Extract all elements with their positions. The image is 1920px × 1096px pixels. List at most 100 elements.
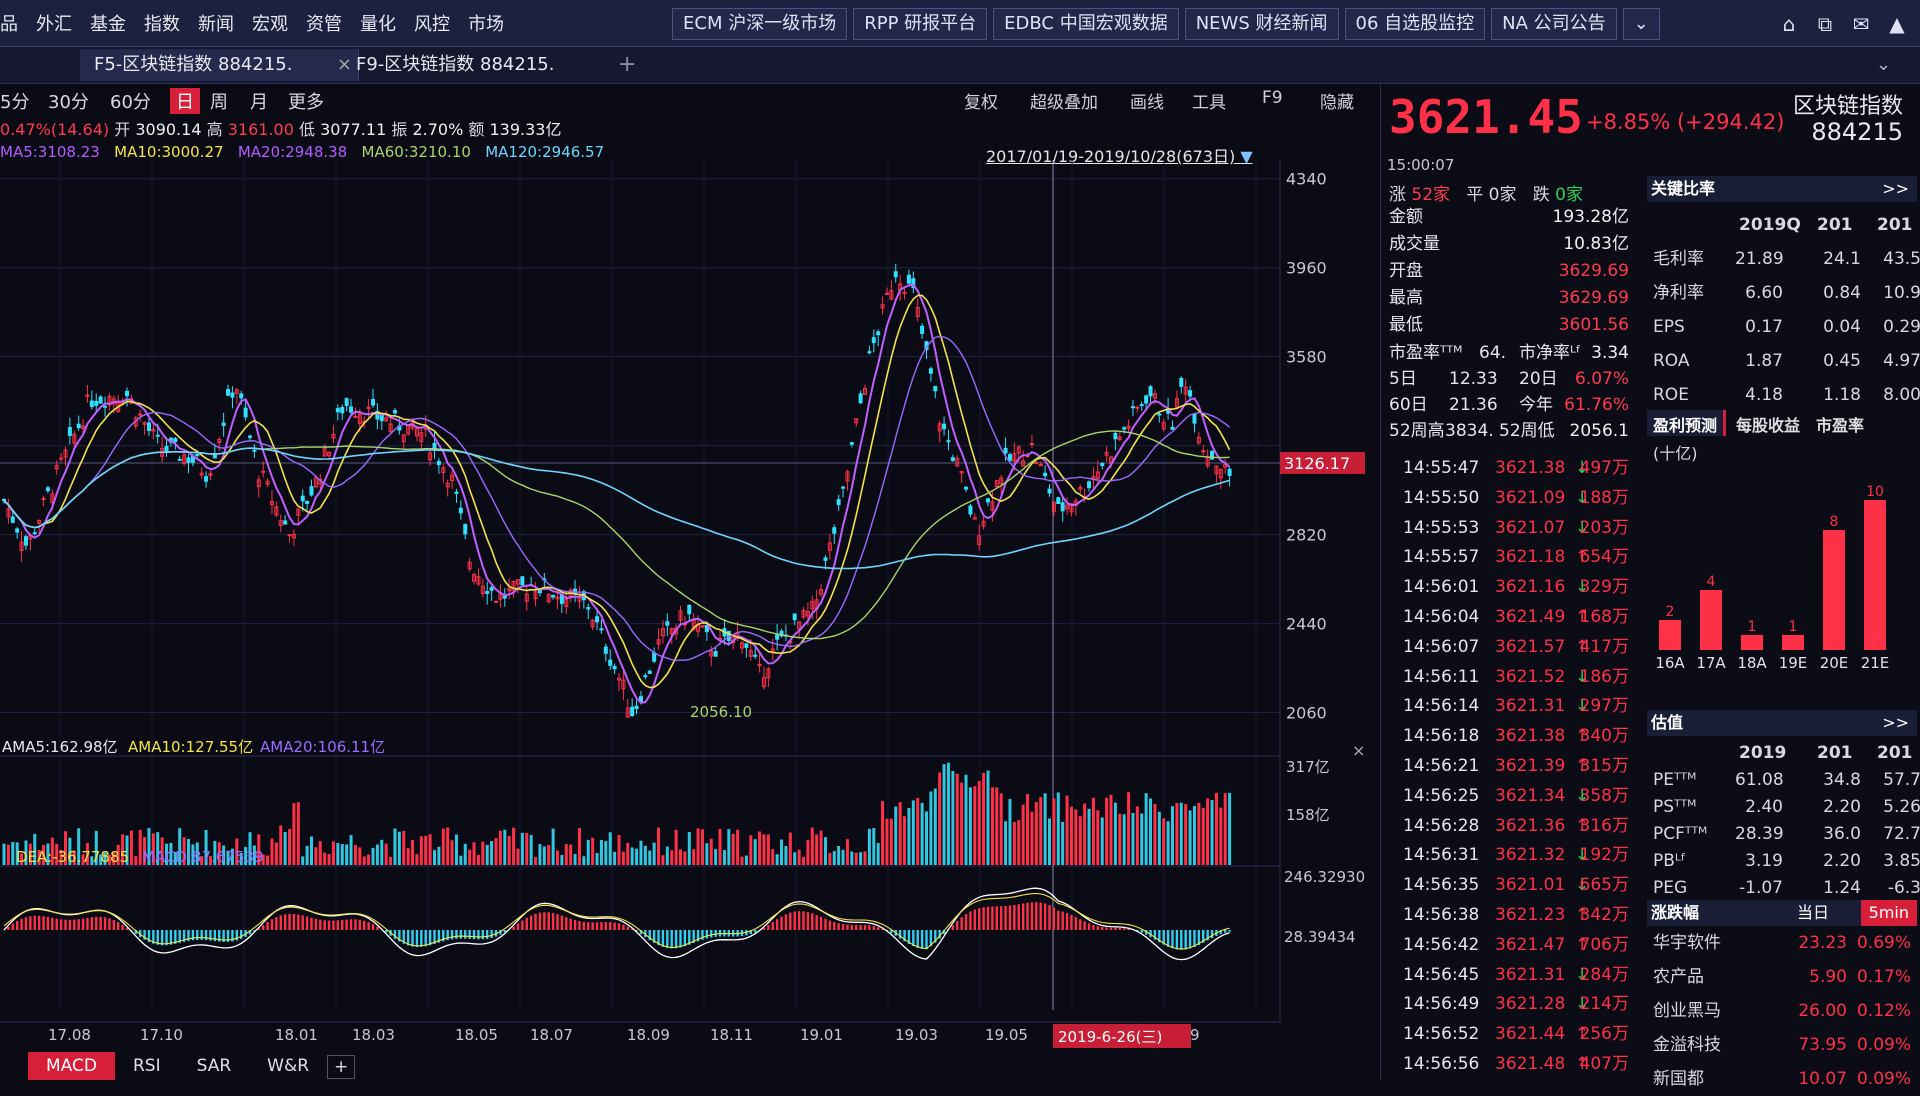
macd-bar [811,913,813,930]
macd-bar [1066,913,1068,930]
tab-5min[interactable]: 5min [1861,900,1917,926]
quick-tab-edbc[interactable]: EDBC 中国宏观数据 [993,8,1179,40]
period-day[interactable]: 日 [170,88,200,114]
hide-button[interactable]: 隐藏 [1320,88,1354,113]
doc-tab-f9[interactable]: F9-区块链指数 884215. [342,49,620,81]
macd-bar [121,925,123,930]
candle-body [921,326,924,333]
chevron-down-icon[interactable]: ⌄ [1862,49,1905,81]
overlay-button[interactable]: 超级叠加 [1030,88,1098,113]
window-icon[interactable]: ⧉ [1812,12,1838,36]
macd-bar [1031,902,1033,930]
stock-name[interactable]: 金溢科技 [1653,1028,1721,1062]
period-60min[interactable]: 60分 [110,88,151,114]
tick-volume: 186万 [1580,663,1629,692]
volume-bar [477,855,480,865]
volume-bar [468,850,471,865]
bell-icon[interactable]: ▲ [1884,12,1910,36]
quick-tab-ecm[interactable]: ECM 沪深一级市场 [672,8,847,40]
tab-today[interactable]: 当日 [1797,900,1829,926]
menu-item-news[interactable]: 新闻 [198,10,234,36]
tab-rsi[interactable]: RSI [115,1052,179,1080]
macd-bar [605,922,607,930]
menu-item-index[interactable]: 指数 [144,10,180,36]
menu-item-quant[interactable]: 量化 [360,10,396,36]
period-30min[interactable]: 30分 [48,88,89,114]
macd-bar [310,918,312,930]
quick-tab-rpp[interactable]: RPP 研报平台 [853,8,987,40]
quick-tab-news[interactable]: NEWS 财经新闻 [1185,8,1339,40]
macd-bar [420,930,422,947]
add-tab-icon[interactable]: + [604,49,650,81]
stock-name[interactable]: 华宇软件 [1653,926,1721,960]
quote-panel: 3621.45 +8.85% (+294.42) 区块链指数 884215 15… [1380,84,1920,1080]
macd-axis-label: 246.32930 [1284,868,1365,886]
quick-tab-watchlist[interactable]: 06 自选股监控 [1345,8,1486,40]
stock-name[interactable]: 农产品 [1653,960,1704,994]
menu-item-forex[interactable]: 外汇 [36,10,72,36]
volume-bar [521,833,524,865]
stock-name[interactable]: 创业黑马 [1653,994,1721,1028]
forecast-value-label: 1 [1748,619,1757,635]
tab-profit-forecast[interactable]: 盈利预测 [1647,410,1726,436]
macd-bar [925,930,927,949]
tab-macd[interactable]: MACD [28,1052,115,1080]
candle-body [231,393,234,397]
tab-eps[interactable]: 每股收益 [1726,410,1810,436]
macd-bar [1211,930,1213,938]
tab-sar[interactable]: SAR [179,1052,250,1080]
tools-button[interactable]: 工具 [1192,88,1226,113]
menu-item-market[interactable]: 市场 [468,10,504,36]
draw-line-button[interactable]: 画线 [1130,88,1164,113]
volume-bar [7,845,10,865]
candle-body [837,500,840,505]
macd-bar [1114,928,1116,930]
menu-item-macro[interactable]: 宏观 [252,10,288,36]
macd-bar [271,919,273,930]
macd-bar [807,912,809,930]
stock-name[interactable]: 新国都 [1653,1062,1704,1096]
add-indicator-icon[interactable]: + [327,1055,355,1079]
tick-time: 14:56:35 [1403,871,1479,900]
more-link[interactable]: >> [1882,710,1909,736]
tick-time: 14:56:07 [1403,633,1479,662]
f9-button[interactable]: F9 [1262,88,1283,108]
perf-row-2: 60日 21.36 今年 61.76% [1389,392,1629,418]
menu-item-asset-mgmt[interactable]: 资管 [306,10,342,36]
period-month[interactable]: 月 [250,88,268,114]
tab-wr[interactable]: W&R [249,1052,327,1080]
forecast-category-label: 21E [1861,654,1890,670]
volume-bar [719,829,722,865]
more-link[interactable]: >> [1882,176,1909,202]
doc-tab-f5[interactable]: F5-区块链指数 884215. × [80,49,359,81]
stat-value: 10.83亿 [1563,231,1629,257]
tab-pe[interactable]: 市盈率 [1810,410,1870,436]
candle-body [1189,391,1192,397]
kline-chart[interactable]: 4340396035803126.172820244020602056.10AM… [0,160,1380,1052]
macd-bar [77,919,79,930]
quick-tab-announcements[interactable]: NA 公司公告 [1491,8,1617,40]
chevron-down-icon[interactable]: ⌄ [1623,8,1660,40]
adjust-button[interactable]: 复权 [964,88,998,113]
menu-item-products[interactable]: 品 [0,10,18,36]
menu-item-funds[interactable]: 基金 [90,10,126,36]
forecast-category-label: 20E [1820,654,1849,670]
period-more[interactable]: 更多 [288,88,324,114]
candle-body [965,487,968,489]
volume-bar [973,786,976,865]
menu-item-risk[interactable]: 风控 [414,10,450,36]
period-week[interactable]: 周 [210,88,228,114]
volume-bar [301,856,304,865]
period-5min[interactable]: 5分 [0,88,29,114]
macd-bar [451,930,453,939]
home-icon[interactable]: ⌂ [1776,12,1802,36]
chat-icon[interactable]: ✉ [1848,12,1874,36]
perf-value: 12.33 [1449,366,1498,392]
date-cursor-label: 2019-6-26(三) [1058,1028,1162,1046]
